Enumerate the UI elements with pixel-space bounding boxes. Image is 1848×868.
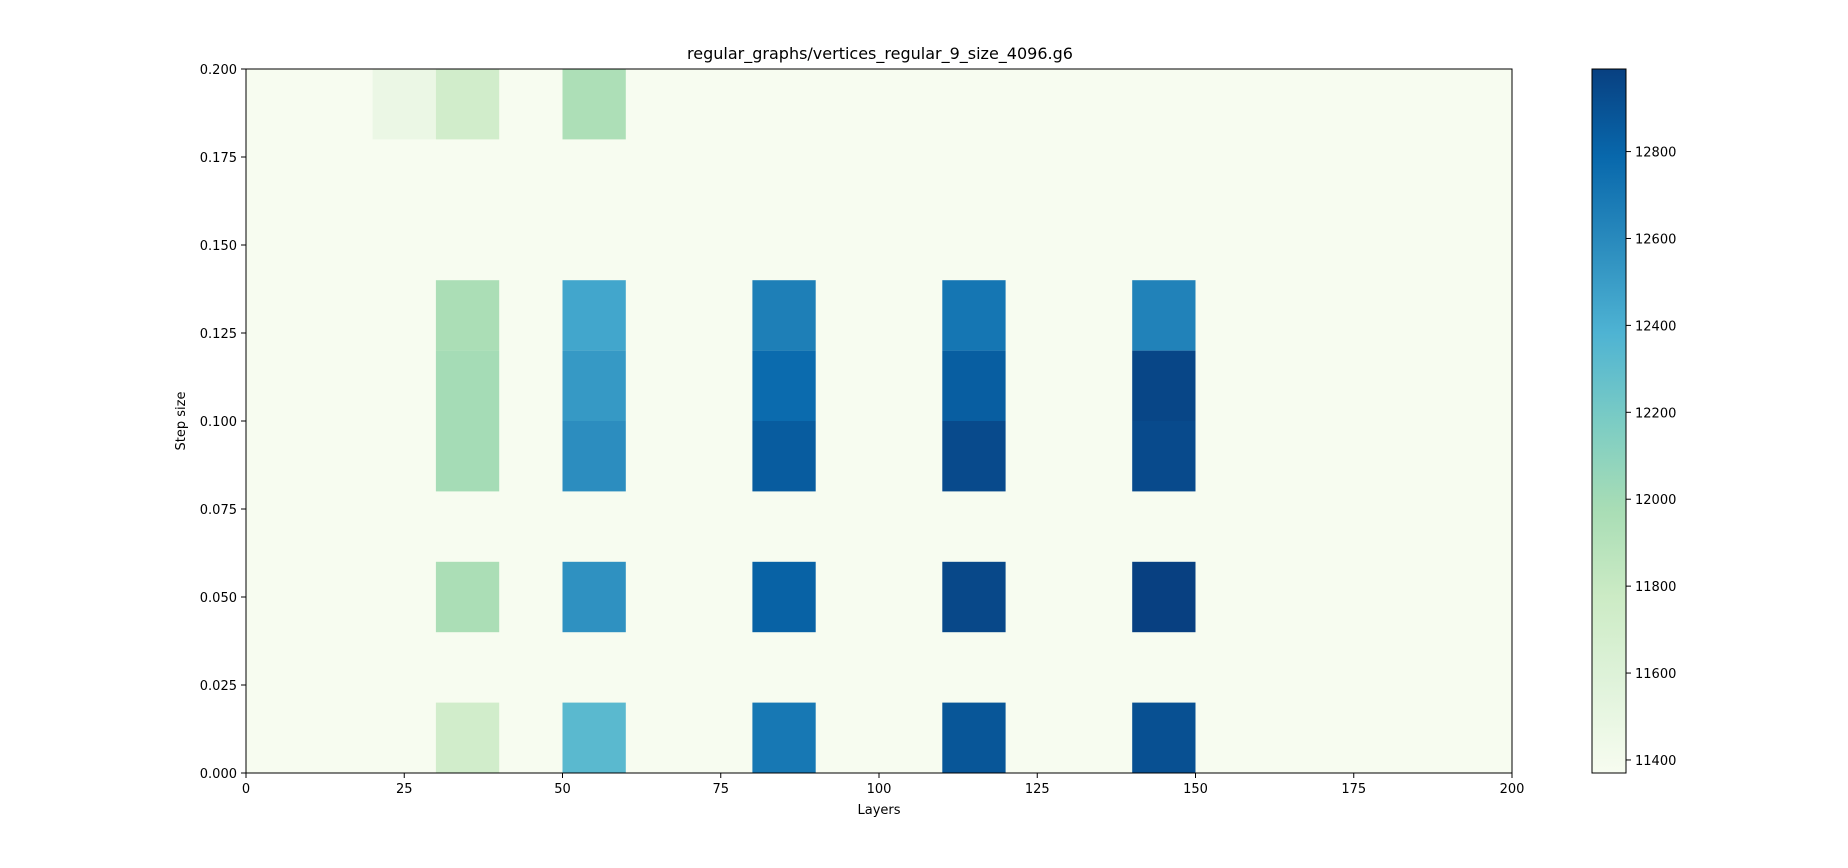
y-tick-label: 0.025 (200, 679, 237, 694)
colorbar-ticks: 11400 11600 11800 12000 12200 12400 12600 12800 (1626, 146, 1676, 769)
y-axis-label: Step size (174, 392, 189, 451)
chart-title: regular_graphs/vertices_regular_9_size_4… (687, 44, 1073, 64)
x-tick-label: 150 (1183, 782, 1208, 797)
x-tick-label: 100 (867, 782, 892, 797)
x-tick-label: 0 (242, 782, 250, 797)
y-tick-label: 0.200 (200, 63, 237, 78)
heatmap-cell (942, 280, 1006, 351)
heatmap-cell (942, 561, 1006, 633)
heatmap-cell (562, 421, 626, 492)
y-tick-label: 0.000 (200, 767, 237, 782)
heatmap-cell (562, 702, 626, 773)
y-tick-label: 0.125 (200, 327, 237, 342)
heatmap-cell (942, 350, 1006, 421)
x-tick-label: 75 (712, 782, 729, 797)
colorbar-tick-label: 12200 (1635, 406, 1676, 421)
y-tick-label: 0.050 (200, 591, 237, 606)
heatmap-cell (752, 702, 816, 773)
y-tick-label: 0.175 (200, 151, 237, 166)
heatmap-cell (942, 702, 1006, 773)
heatmap-cell (752, 561, 816, 633)
colorbar-tick-label: 11400 (1635, 754, 1676, 769)
heatmap-cell (435, 69, 500, 140)
heatmap-cell (752, 350, 816, 421)
x-tick-label: 25 (396, 782, 413, 797)
heatmap-cell (435, 702, 500, 773)
heatmap-cell (1132, 421, 1196, 492)
x-tick-label: 200 (1500, 782, 1525, 797)
x-tick-label: 50 (554, 782, 571, 797)
x-tick-label: 125 (1025, 782, 1050, 797)
y-tick-label: 0.100 (200, 415, 237, 430)
heatmap-cell (562, 561, 626, 633)
colorbar (1591, 68, 1627, 774)
heatmap-cell (562, 69, 626, 140)
x-axis: 0 25 50 75 100 125 150 175 200 (242, 773, 1525, 797)
colorbar-tick-label: 11800 (1635, 580, 1676, 595)
y-tick-label: 0.075 (200, 503, 237, 518)
heatmap-cells (372, 69, 1196, 773)
colorbar-tick-label: 12600 (1635, 232, 1676, 247)
y-axis: 0.000 0.025 0.050 0.075 0.100 0.125 0.150 0.175… (200, 63, 246, 782)
x-tick-label: 175 (1341, 782, 1366, 797)
heatmap-cell (1132, 350, 1196, 421)
heatmap-cell (562, 280, 626, 351)
colorbar-tick-label: 12800 (1635, 146, 1676, 161)
heatmap-cell (1132, 561, 1196, 633)
heatmap-cell (752, 421, 816, 492)
y-tick-label: 0.150 (200, 239, 237, 254)
heatmap-cell (372, 69, 436, 140)
heatmap-cell (942, 421, 1006, 492)
heatmap-cell (752, 280, 816, 351)
heatmap-cell (435, 350, 500, 421)
heatmap-cell (435, 561, 500, 633)
heatmap-cell (1132, 702, 1196, 773)
colorbar-tick-label: 12000 (1635, 493, 1676, 508)
heatmap-cell (435, 280, 500, 351)
heatmap-cell (562, 350, 626, 421)
heatmap-cell (435, 421, 500, 492)
colorbar-tick-label: 12400 (1635, 319, 1676, 334)
heatmap-cell (1132, 280, 1196, 351)
x-axis-label: Layers (857, 803, 900, 818)
colorbar-tick-label: 11600 (1635, 667, 1676, 682)
